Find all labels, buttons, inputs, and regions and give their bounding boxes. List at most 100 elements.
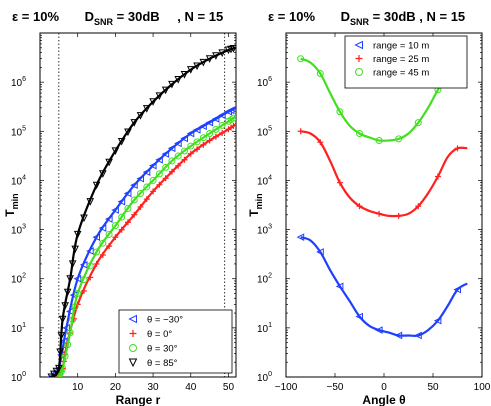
data-point xyxy=(149,98,157,106)
data-point xyxy=(55,374,62,377)
legend: range = 10 m range = 25 m range = 45 m xyxy=(344,35,468,89)
data-point xyxy=(316,248,324,256)
data-point xyxy=(47,373,56,377)
data-point xyxy=(92,233,101,241)
series-line xyxy=(57,115,236,377)
data-point xyxy=(143,183,151,191)
data-point xyxy=(86,198,95,206)
data-point xyxy=(434,173,441,180)
legend: θ = −30° θ = 0° θ = 30° θ = 85° xyxy=(118,309,233,374)
legend-marker xyxy=(129,330,137,337)
data-point xyxy=(124,205,132,213)
legend-label: θ = 30° xyxy=(147,344,178,355)
data-point xyxy=(74,290,82,298)
data-point xyxy=(155,156,163,164)
legend-marker xyxy=(354,40,363,50)
data-point xyxy=(186,66,195,74)
data-point xyxy=(229,45,236,53)
data-point xyxy=(57,332,66,340)
data-point xyxy=(106,243,113,250)
data-point xyxy=(118,213,126,221)
data-point xyxy=(98,224,107,232)
data-point xyxy=(395,135,403,143)
data-point xyxy=(131,211,138,218)
data-point xyxy=(150,188,157,195)
data-point xyxy=(180,134,188,143)
legend-marker xyxy=(355,55,363,62)
legend-label: θ = 85° xyxy=(147,358,178,369)
series-2 xyxy=(55,114,236,377)
data-point xyxy=(374,326,383,334)
right-title: ε = 10% DSNR = 30dB , N = 15 xyxy=(268,9,465,27)
data-point xyxy=(156,181,163,188)
y-tick-label: 106 xyxy=(257,76,272,89)
data-point xyxy=(61,352,69,360)
data-point xyxy=(55,364,63,373)
data-point xyxy=(453,285,461,294)
legend-label: range = 45 m xyxy=(373,68,429,79)
series-3 xyxy=(47,45,236,377)
data-point xyxy=(415,203,422,210)
data-point xyxy=(52,367,61,376)
data-point xyxy=(68,260,77,269)
data-point xyxy=(192,126,201,134)
y-tick-label: 101 xyxy=(11,322,26,335)
series-line xyxy=(300,130,468,218)
data-point xyxy=(395,212,402,219)
y-tick-label: 105 xyxy=(11,125,26,138)
data-point xyxy=(66,329,74,337)
data-point xyxy=(229,114,236,122)
data-point xyxy=(123,189,132,198)
y-tick-label: 103 xyxy=(11,224,26,237)
legend-marker xyxy=(128,358,138,368)
legend-marker xyxy=(129,344,137,352)
data-point xyxy=(212,52,220,60)
data-point xyxy=(168,168,175,175)
data-point xyxy=(73,230,82,239)
data-point xyxy=(414,119,422,127)
data-point xyxy=(199,134,207,142)
x-tick-label: 20 xyxy=(110,382,122,393)
data-point xyxy=(394,331,403,340)
data-point xyxy=(86,262,94,270)
data-point xyxy=(199,122,207,131)
data-point xyxy=(47,373,55,377)
data-point xyxy=(186,129,195,138)
data-point xyxy=(69,316,77,324)
data-point xyxy=(206,137,213,144)
data-point xyxy=(130,119,139,127)
data-point xyxy=(58,315,67,324)
data-point xyxy=(317,139,324,146)
y-tick-label: 102 xyxy=(11,273,26,286)
data-point xyxy=(229,105,236,113)
data-point xyxy=(112,234,119,241)
data-point xyxy=(87,274,94,281)
legend-marker xyxy=(128,314,137,324)
data-point xyxy=(335,282,344,291)
data-point xyxy=(297,128,304,135)
x-axis-label: Range r xyxy=(116,393,161,406)
data-point xyxy=(168,80,176,89)
y-axis-label: Tmin xyxy=(3,193,20,216)
data-point xyxy=(218,49,226,58)
data-point xyxy=(148,161,157,170)
data-point xyxy=(296,233,305,241)
data-point xyxy=(56,348,64,357)
data-point xyxy=(205,55,214,63)
data-point xyxy=(111,147,120,155)
data-point xyxy=(212,125,220,133)
data-point xyxy=(161,150,170,158)
data-point xyxy=(99,170,107,178)
data-point xyxy=(230,122,236,129)
data-point xyxy=(162,175,169,182)
data-point xyxy=(117,197,126,206)
data-point xyxy=(105,230,113,238)
data-point xyxy=(155,170,163,178)
data-point xyxy=(219,129,226,136)
data-point xyxy=(174,152,182,160)
data-point xyxy=(316,69,324,77)
data-point xyxy=(117,137,126,146)
data-point xyxy=(99,252,106,259)
data-point xyxy=(356,203,363,210)
data-point xyxy=(454,145,461,152)
